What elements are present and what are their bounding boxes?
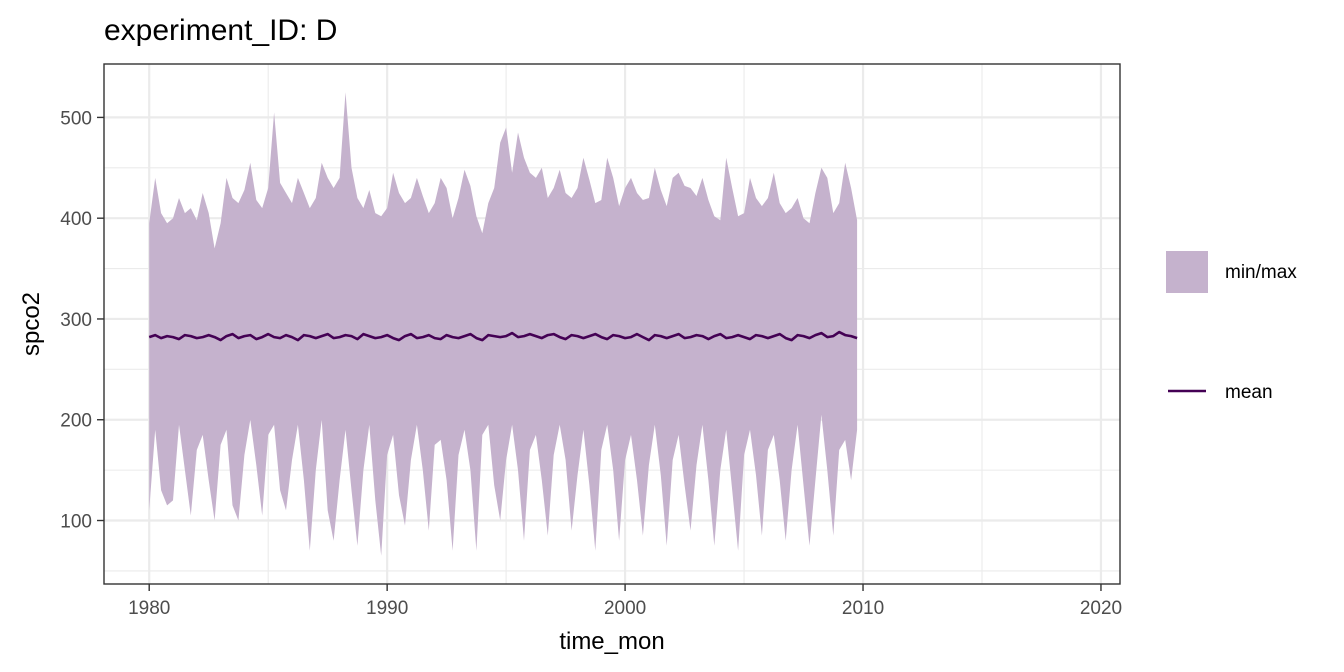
series-line-mean bbox=[148, 330, 858, 342]
x-tick-label: 2020 bbox=[1080, 598, 1122, 619]
x-tick-label: 1980 bbox=[128, 598, 170, 619]
legend-label-mean: mean bbox=[1225, 382, 1273, 403]
y-axis-title: spco2 bbox=[18, 292, 45, 356]
series-ribbon-minmax bbox=[149, 92, 858, 556]
legend-label-minmax: min/max bbox=[1225, 262, 1297, 283]
y-axis: 100 200 300 400 500 bbox=[60, 108, 104, 533]
y-tick-label: 400 bbox=[60, 209, 92, 230]
series-layer bbox=[148, 92, 858, 556]
x-tick-label: 1990 bbox=[366, 598, 408, 619]
legend: min/max mean bbox=[1166, 251, 1297, 403]
x-axis-title: time_mon bbox=[559, 628, 664, 655]
y-tick-label: 100 bbox=[60, 512, 92, 533]
y-tick-label: 300 bbox=[60, 310, 92, 331]
y-tick-label: 500 bbox=[60, 108, 92, 129]
x-tick-label: 2010 bbox=[842, 598, 884, 619]
y-tick-label: 200 bbox=[60, 411, 92, 432]
x-tick-label: 2000 bbox=[604, 598, 646, 619]
plot-panel-border bbox=[103, 63, 1121, 585]
x-axis: 1980 1990 2000 2010 2020 bbox=[128, 584, 1122, 619]
legend-key-minmax bbox=[1166, 251, 1208, 293]
chart-title: experiment_ID: D bbox=[104, 14, 337, 47]
